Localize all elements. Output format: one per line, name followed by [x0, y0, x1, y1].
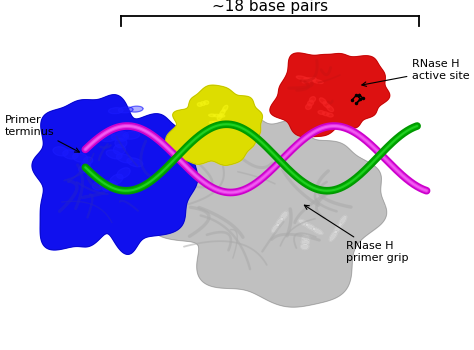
Polygon shape — [197, 103, 202, 106]
Polygon shape — [322, 112, 329, 116]
Polygon shape — [117, 168, 130, 179]
Polygon shape — [302, 79, 308, 83]
Polygon shape — [73, 153, 88, 162]
Polygon shape — [209, 114, 216, 117]
Polygon shape — [270, 53, 390, 137]
Text: RNase H
primer grip: RNase H primer grip — [304, 205, 409, 263]
Polygon shape — [213, 121, 218, 123]
Polygon shape — [312, 228, 323, 234]
Polygon shape — [308, 100, 314, 106]
Polygon shape — [63, 150, 78, 159]
Polygon shape — [106, 150, 122, 159]
Polygon shape — [272, 224, 280, 233]
Polygon shape — [323, 102, 330, 108]
Polygon shape — [220, 110, 225, 116]
Polygon shape — [131, 101, 387, 307]
Polygon shape — [327, 113, 333, 117]
Text: ~18 base pairs: ~18 base pairs — [212, 0, 328, 14]
Polygon shape — [79, 166, 88, 173]
Polygon shape — [117, 131, 128, 141]
Polygon shape — [111, 133, 128, 140]
Polygon shape — [312, 79, 323, 84]
Polygon shape — [305, 224, 316, 230]
Polygon shape — [222, 105, 228, 111]
Polygon shape — [334, 223, 342, 234]
Polygon shape — [83, 157, 93, 164]
Polygon shape — [306, 78, 312, 82]
Polygon shape — [32, 95, 198, 254]
Polygon shape — [338, 216, 346, 226]
Polygon shape — [306, 104, 311, 110]
Polygon shape — [218, 114, 225, 117]
Polygon shape — [280, 211, 288, 220]
Polygon shape — [113, 145, 126, 154]
Polygon shape — [310, 77, 316, 81]
Polygon shape — [210, 121, 214, 124]
Polygon shape — [318, 111, 325, 114]
Polygon shape — [296, 76, 308, 80]
Polygon shape — [301, 243, 309, 250]
Polygon shape — [123, 132, 140, 139]
Polygon shape — [166, 85, 263, 165]
Text: RNase H
active site: RNase H active site — [362, 59, 470, 86]
Polygon shape — [276, 217, 283, 226]
Polygon shape — [329, 230, 337, 241]
Polygon shape — [107, 181, 117, 189]
Polygon shape — [100, 182, 110, 189]
Polygon shape — [216, 121, 221, 123]
Polygon shape — [100, 134, 117, 141]
Polygon shape — [118, 107, 133, 113]
Polygon shape — [327, 106, 334, 112]
Polygon shape — [117, 154, 132, 163]
Polygon shape — [109, 108, 123, 114]
Text: Primer
terminus: Primer terminus — [5, 115, 79, 152]
Polygon shape — [81, 161, 90, 168]
Polygon shape — [92, 182, 103, 190]
Polygon shape — [217, 114, 223, 120]
Polygon shape — [310, 97, 316, 102]
Polygon shape — [213, 114, 220, 117]
Polygon shape — [115, 138, 127, 148]
Polygon shape — [201, 102, 206, 105]
Polygon shape — [302, 235, 310, 241]
Polygon shape — [301, 239, 310, 245]
Polygon shape — [304, 78, 315, 82]
Polygon shape — [109, 174, 123, 185]
Polygon shape — [204, 101, 209, 104]
Polygon shape — [127, 158, 143, 167]
Polygon shape — [128, 106, 143, 112]
Polygon shape — [319, 98, 326, 104]
Polygon shape — [299, 219, 309, 226]
Polygon shape — [102, 181, 116, 191]
Polygon shape — [53, 147, 68, 156]
